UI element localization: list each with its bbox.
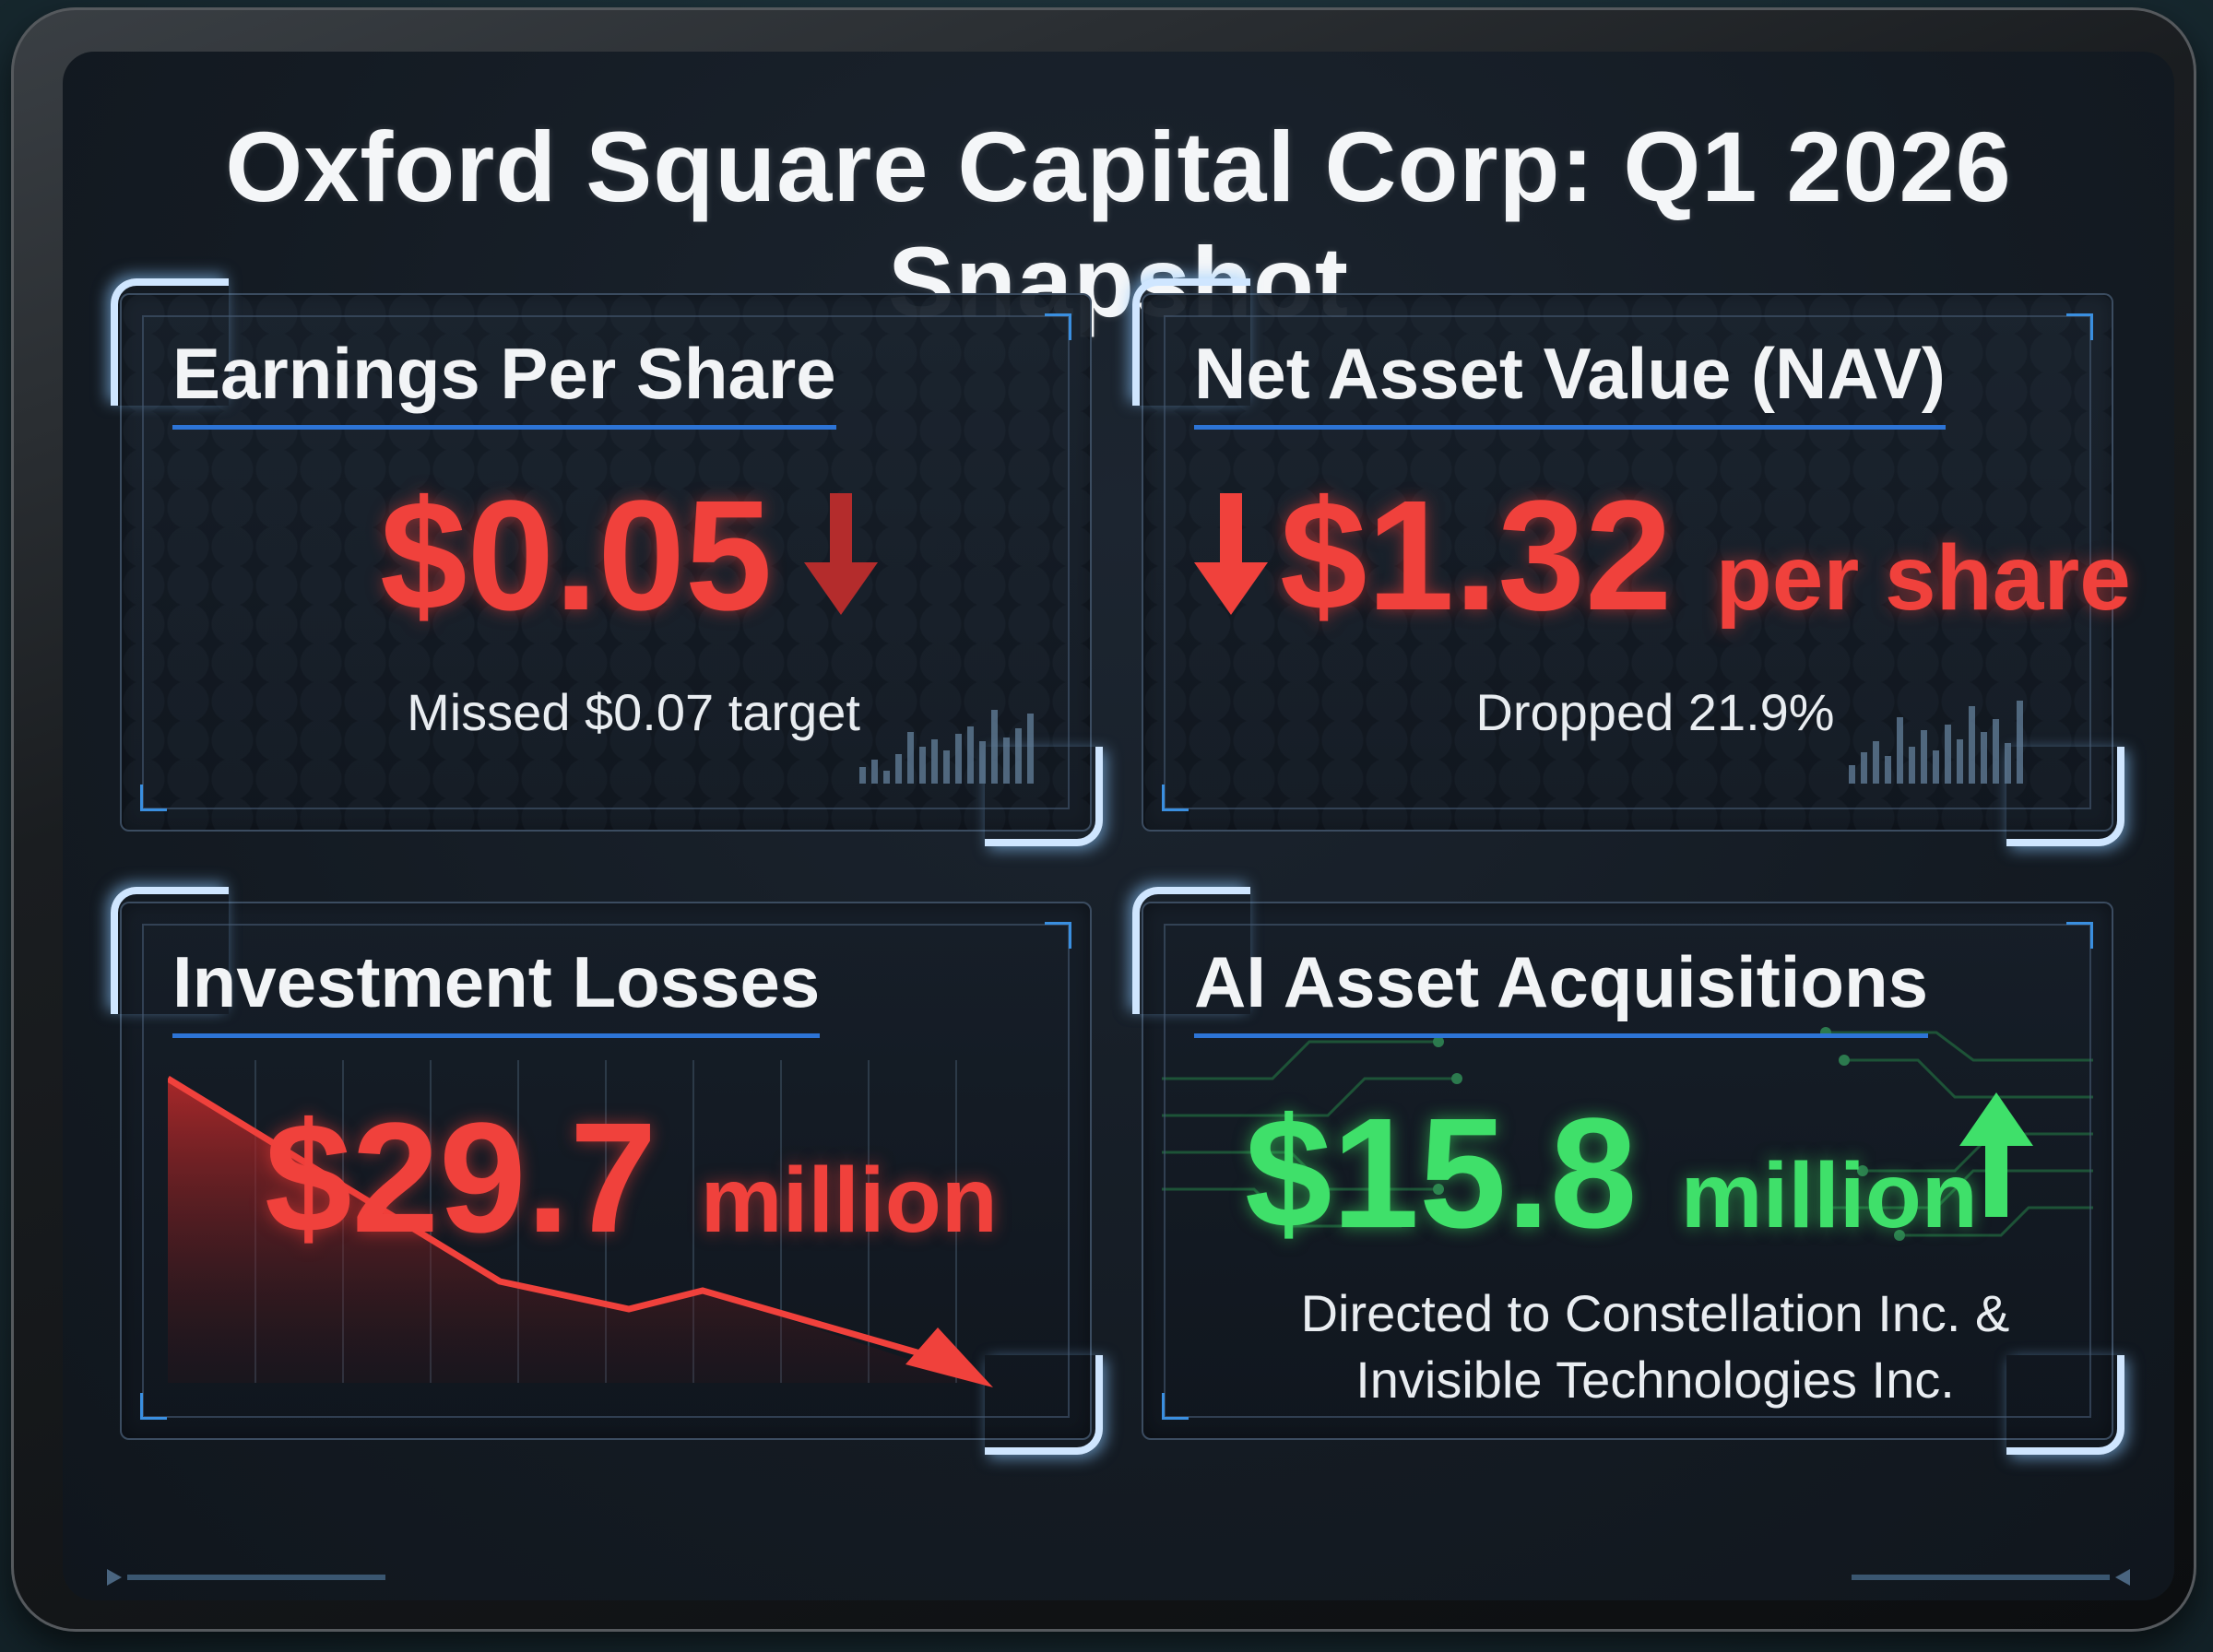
down-arrow-icon	[1194, 493, 1268, 615]
nav-value-row: $1.32 per share	[1280, 466, 2131, 646]
inner-frame	[1164, 315, 2091, 809]
losses-title: Investment Losses	[172, 940, 821, 1038]
eps-note: Missed $0.07 target	[407, 683, 860, 741]
frame-corner	[1045, 313, 1071, 340]
nav-note: Dropped 21.9%	[1475, 683, 1835, 741]
up-arrow-icon	[1959, 1092, 2033, 1217]
page-title: Oxford Square Capital Corp: Q1 2026 Snap…	[225, 111, 2012, 337]
tablet-frame: Oxford Square Capital Corp: Q1 2026 Snap…	[11, 7, 2196, 1632]
circuit-pattern	[1162, 1027, 2093, 1241]
frame-glow-corner	[1132, 887, 1250, 1014]
losses-value: $29.7	[265, 1091, 657, 1266]
inner-frame	[142, 924, 1070, 1418]
losses-card: Investment Losses $29.7 million	[111, 887, 1103, 1455]
dashboard-screen: Oxford Square Capital Corp: Q1 2026 Snap…	[63, 52, 2174, 1600]
back-icon	[2115, 1569, 2130, 1586]
frame-glow-corner	[111, 887, 229, 1014]
hud-footer-line-left	[127, 1575, 385, 1580]
ai-card: AI Asset Acquisitions $15.8 million Dire…	[1132, 887, 2124, 1455]
nav-title: Net Asset Value (NAV)	[1194, 332, 1946, 430]
ai-value-row: $15.8 million	[1245, 1083, 1978, 1264]
eps-value: $0.05	[380, 468, 773, 643]
nav-unit: per share	[1715, 526, 2131, 630]
frame-glow-corner	[2006, 1355, 2124, 1455]
mini-bar-chart	[859, 710, 1034, 784]
play-icon	[107, 1569, 122, 1586]
inner-frame	[142, 315, 1070, 809]
ai-unit: million	[1680, 1144, 1978, 1247]
frame-corner	[1162, 1393, 1189, 1420]
frame-glow-corner	[111, 278, 229, 406]
losses-value-row: $29.7 million	[265, 1088, 998, 1268]
nav-card: Net Asset Value (NAV) $1.32 per share Dr…	[1132, 278, 2131, 846]
hud-footer-line-right	[1852, 1575, 2110, 1580]
nav-value: $1.32	[1280, 468, 1673, 643]
down-arrow-icon	[804, 493, 878, 615]
ai-title: AI Asset Acquisitions	[1194, 940, 1929, 1038]
hex-pattern	[122, 295, 1090, 830]
ai-note-line2: Invisible Technologies Inc.	[1355, 1351, 1955, 1409]
mini-bar-chart	[1849, 701, 2023, 784]
frame-glow-corner	[2006, 747, 2124, 846]
frame-corner	[2066, 313, 2093, 340]
frame-glow-corner	[1132, 278, 1250, 406]
frame-glow-corner	[985, 1355, 1103, 1455]
frame-corner	[1045, 922, 1071, 949]
frame-corner	[140, 1393, 167, 1420]
frame-glow-corner	[985, 747, 1103, 846]
eps-card: Earnings Per Share $0.05 Missed $0.07 ta…	[111, 278, 1103, 846]
ai-note-line1: Directed to Constellation Inc. &	[1300, 1284, 2010, 1342]
inner-frame	[1164, 924, 2091, 1418]
decline-area-chart	[168, 1060, 993, 1387]
frame-corner	[140, 785, 167, 811]
frame-corner	[2066, 922, 2093, 949]
eps-title: Earnings Per Share	[172, 332, 836, 430]
losses-unit: million	[700, 1149, 998, 1252]
ai-value: $15.8	[1245, 1086, 1638, 1261]
frame-corner	[1162, 785, 1189, 811]
